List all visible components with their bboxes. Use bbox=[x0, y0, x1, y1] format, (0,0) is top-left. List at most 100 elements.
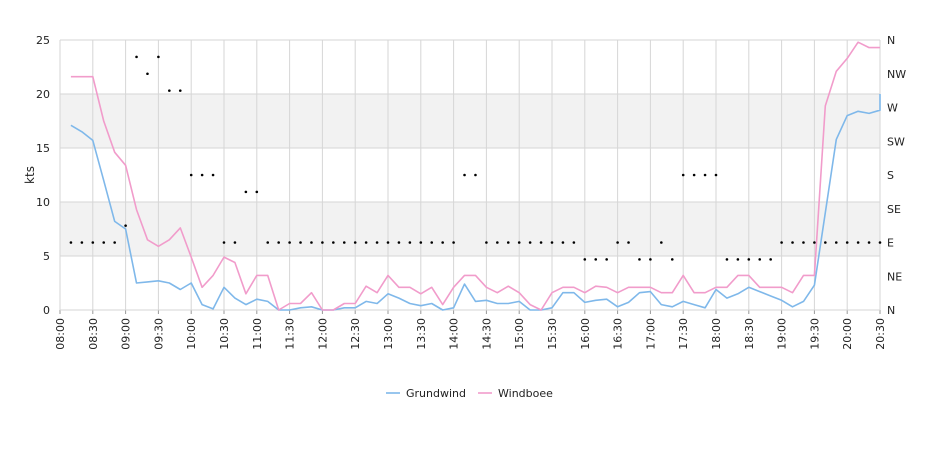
x-tick-label: 17:30 bbox=[677, 318, 690, 350]
x-tick-label: 09:00 bbox=[120, 318, 133, 350]
direction-point bbox=[299, 241, 302, 244]
x-tick-label: 08:00 bbox=[54, 318, 67, 350]
direction-point bbox=[605, 258, 608, 261]
grid-band bbox=[60, 202, 880, 256]
direction-point bbox=[528, 241, 532, 244]
direction-point bbox=[485, 241, 488, 244]
direction-point bbox=[867, 241, 871, 244]
direction-point bbox=[310, 241, 313, 244]
direction-point bbox=[211, 173, 215, 177]
legend-entry: Grundwind bbox=[406, 387, 466, 400]
y-tick-label: 15 bbox=[36, 142, 50, 155]
direction-point bbox=[463, 173, 466, 177]
direction-tick-label: S bbox=[887, 169, 894, 182]
direction-point bbox=[496, 241, 499, 244]
direction-point bbox=[168, 89, 171, 92]
direction-point bbox=[178, 89, 182, 92]
series-line-windboee bbox=[70, 41, 880, 311]
direction-point bbox=[834, 241, 838, 244]
x-tick-label: 17:00 bbox=[644, 318, 657, 350]
direction-point bbox=[222, 241, 226, 244]
direction-point bbox=[517, 241, 521, 244]
direction-point bbox=[670, 258, 674, 261]
x-tick-label: 20:30 bbox=[874, 318, 887, 350]
direction-point bbox=[288, 241, 291, 244]
direction-point bbox=[69, 241, 73, 244]
direction-point bbox=[725, 258, 729, 261]
direction-point bbox=[157, 55, 160, 59]
grid-band bbox=[60, 148, 880, 202]
direction-point bbox=[561, 241, 565, 244]
x-axis-ticks: 08:00 08:30 09:00 09:30 10:00 10:30 11:00 11:30… bbox=[54, 318, 887, 350]
direction-point bbox=[408, 241, 412, 244]
x-tick-label: 18:00 bbox=[710, 318, 723, 350]
x-tick-label: 19:00 bbox=[776, 318, 789, 350]
x-tick-label: 13:30 bbox=[415, 318, 428, 350]
y-tick-label: 0 bbox=[43, 304, 50, 317]
direction-point bbox=[386, 241, 390, 244]
direction-point bbox=[791, 241, 794, 244]
direction-point bbox=[342, 241, 346, 244]
direction-point bbox=[135, 55, 138, 59]
direction-point bbox=[714, 173, 718, 177]
direction-tick-label: E bbox=[887, 237, 894, 250]
direction-point bbox=[845, 241, 849, 244]
direction-point bbox=[113, 241, 116, 244]
direction-point bbox=[856, 241, 860, 244]
direction-point bbox=[550, 241, 554, 244]
x-tick-label: 15:30 bbox=[546, 318, 559, 350]
x-tick-label: 14:30 bbox=[480, 318, 493, 350]
direction-point bbox=[594, 258, 598, 261]
background-bands bbox=[60, 40, 880, 310]
x-tick-label: 13:00 bbox=[382, 318, 395, 350]
x-tick-label: 16:00 bbox=[579, 318, 592, 350]
direction-point bbox=[692, 173, 696, 177]
x-tick-label: 09:30 bbox=[152, 318, 165, 350]
x-tick-label: 10:30 bbox=[218, 318, 231, 350]
x-tick-label: 10:00 bbox=[185, 318, 198, 350]
direction-point bbox=[91, 241, 95, 244]
direction-point bbox=[539, 241, 543, 244]
direction-point bbox=[80, 241, 84, 244]
series-lines bbox=[70, 41, 881, 311]
direction-point bbox=[124, 224, 127, 227]
direction-point bbox=[649, 258, 652, 261]
grid-band bbox=[60, 256, 880, 310]
direction-point bbox=[824, 241, 827, 244]
direction-point bbox=[747, 258, 751, 261]
y-tick-label: 10 bbox=[36, 196, 50, 209]
direction-point bbox=[266, 241, 270, 244]
direction-point bbox=[321, 241, 324, 244]
x-tick-label: 15:00 bbox=[513, 318, 526, 350]
x-tick-label: 19:30 bbox=[808, 318, 821, 350]
direction-point bbox=[244, 190, 248, 194]
direction-point bbox=[769, 258, 772, 261]
x-tick-label: 08:30 bbox=[87, 318, 100, 350]
direction-point bbox=[277, 241, 280, 244]
grid-band bbox=[60, 94, 880, 148]
direction-point bbox=[364, 241, 368, 244]
y-axis-ticks: 0 5 10 15 20 25 bbox=[36, 34, 50, 317]
direction-tick-label: N bbox=[887, 34, 895, 47]
direction-point bbox=[703, 173, 707, 177]
y-tick-label: 20 bbox=[36, 88, 50, 101]
x-tick-label: 11:30 bbox=[284, 318, 297, 350]
x-tick-label: 12:00 bbox=[316, 318, 329, 350]
direction-point bbox=[583, 258, 587, 261]
direction-point bbox=[255, 190, 259, 194]
direction-point bbox=[736, 258, 740, 261]
direction-axis-ticks: N NE E SE S SW W NW N bbox=[887, 34, 906, 317]
y-tick-label: 5 bbox=[43, 250, 50, 263]
x-tick-label: 12:30 bbox=[349, 318, 362, 350]
x-tick-label: 18:30 bbox=[743, 318, 756, 350]
direction-point bbox=[375, 241, 379, 244]
direction-point bbox=[353, 241, 357, 244]
direction-point bbox=[627, 241, 630, 244]
grid-band bbox=[60, 40, 880, 94]
direction-tick-label: NW bbox=[887, 68, 906, 81]
direction-point bbox=[332, 241, 335, 244]
direction-point bbox=[102, 241, 106, 244]
direction-point bbox=[681, 173, 685, 177]
direction-tick-label: SE bbox=[887, 203, 901, 216]
